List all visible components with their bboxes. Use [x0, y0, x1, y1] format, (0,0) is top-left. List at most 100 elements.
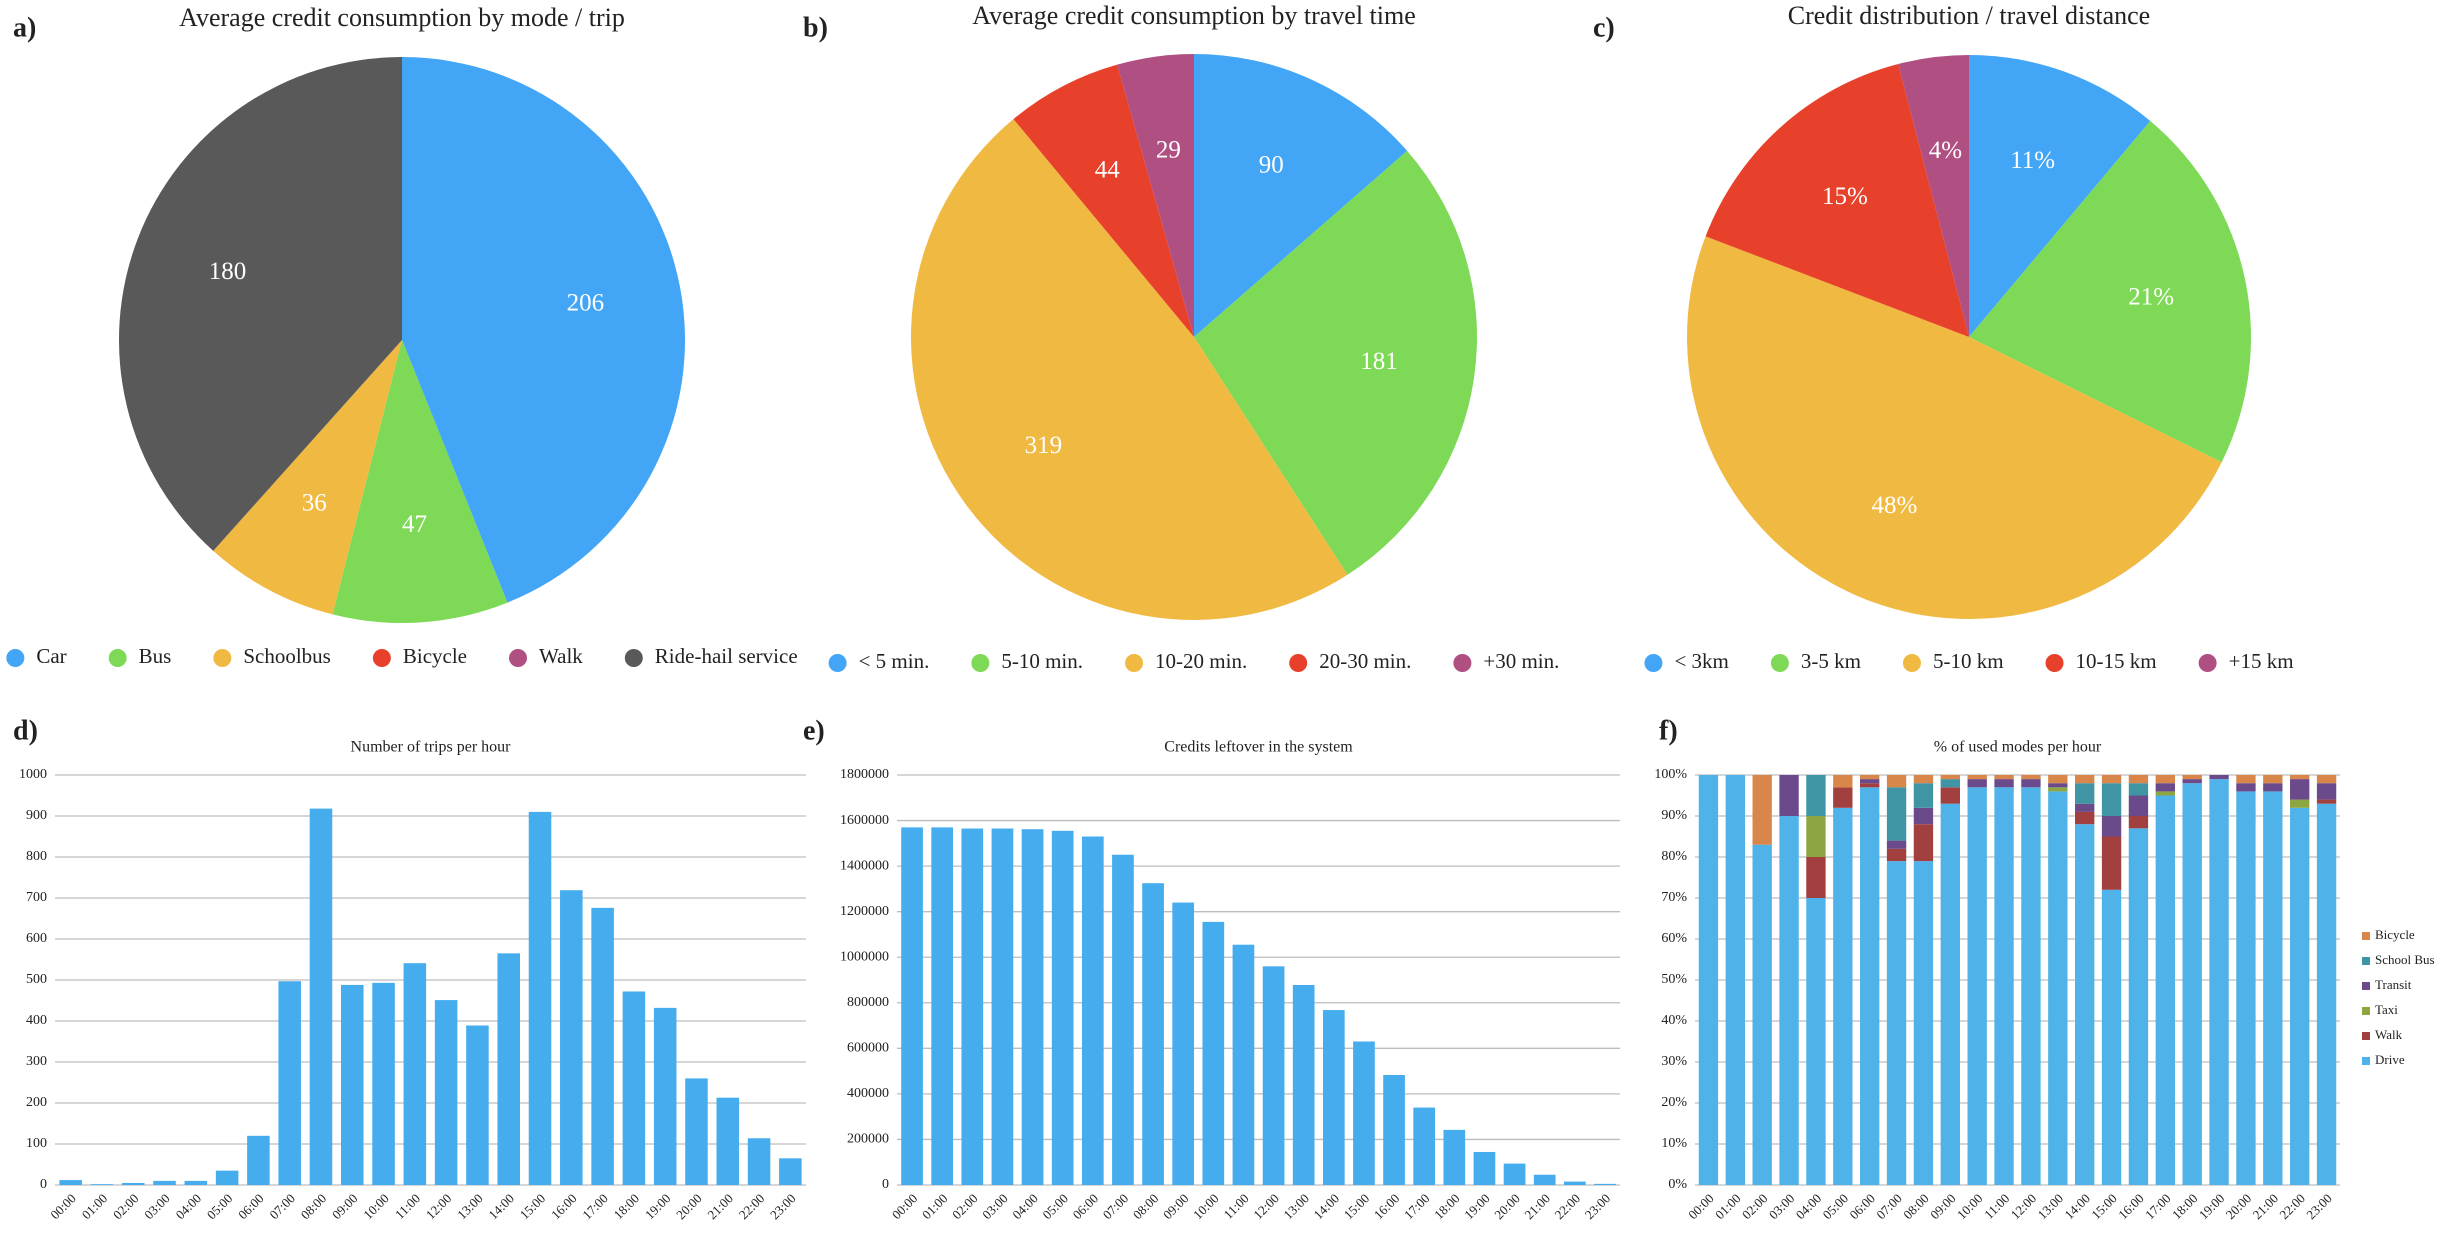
- legend-marker: [1902, 654, 1921, 672]
- y-tick-label: 1000: [19, 767, 47, 782]
- bar-segment: [2316, 783, 2337, 800]
- bar-segment: [2182, 779, 2202, 784]
- bar: [961, 828, 984, 1185]
- x-tick-label: 07:00: [1873, 1191, 1905, 1223]
- y-tick-label: 400000: [847, 1086, 889, 1101]
- y-tick-label: 70%: [1661, 890, 1687, 905]
- panel-label: b): [803, 12, 828, 43]
- pie-slice: [911, 119, 1348, 620]
- y-tick-label: 80%: [1661, 849, 1687, 864]
- y-tick-label: 1600000: [840, 813, 889, 828]
- x-tick-label: 12:00: [2008, 1191, 2040, 1223]
- data-label: 44: [1095, 156, 1121, 183]
- legend-label: 20-30 min.: [1319, 649, 1411, 673]
- bar-segment: [2075, 824, 2095, 1185]
- bar-segment: [2263, 775, 2283, 784]
- legend-label: Bicycle: [2375, 927, 2415, 942]
- bar: [1202, 921, 1225, 1185]
- bar: [1353, 1041, 1375, 1185]
- legend-label: < 5 min.: [859, 649, 930, 673]
- bar: [1413, 1107, 1436, 1185]
- x-tick-label: 09:00: [1160, 1191, 1192, 1223]
- bar-segment: [2316, 775, 2337, 784]
- x-tick-label: 08:00: [298, 1191, 330, 1223]
- bar: [403, 963, 427, 1185]
- bar-segment: [2048, 791, 2068, 1185]
- legend-label: < 3km: [1674, 649, 1728, 673]
- x-tick-label: 00:00: [1685, 1191, 1717, 1223]
- bar-segment: [2075, 811, 2095, 825]
- bar: [1112, 854, 1134, 1185]
- x-tick-label: 12:00: [423, 1191, 455, 1223]
- pie-slice: [213, 340, 402, 615]
- bar-segment: [2128, 816, 2149, 829]
- x-tick-label: 20:00: [673, 1191, 705, 1223]
- legend-label: Bicycle: [403, 644, 467, 668]
- x-tick-label: 17:00: [1401, 1191, 1433, 1223]
- bar-segment: [1752, 844, 1772, 1185]
- chart-title: Average credit consumption by mode / tri…: [179, 3, 625, 32]
- y-tick-label: 1800000: [840, 767, 889, 782]
- legend-marker: [624, 649, 643, 667]
- x-tick-label: 18:00: [1431, 1191, 1463, 1223]
- bar-segment: [2209, 779, 2229, 1185]
- x-tick-label: 11:00: [1981, 1191, 2012, 1222]
- bar: [153, 1180, 176, 1185]
- legend-marker: [2362, 1007, 2370, 1015]
- bar: [247, 1135, 270, 1185]
- x-tick-label: 06:00: [1846, 1191, 1878, 1223]
- y-tick-label: 400: [26, 1013, 47, 1028]
- legend-label: +30 min.: [1483, 649, 1559, 673]
- bar-segment: [1725, 775, 1745, 1185]
- pie-slice: [1969, 120, 2251, 463]
- bar: [591, 907, 614, 1185]
- data-label: 47: [402, 511, 427, 538]
- legend-label: Ride-hail service: [655, 644, 798, 668]
- x-tick-label: 10:00: [1954, 1191, 1986, 1223]
- bar-segment: [1913, 807, 1934, 825]
- bar-segment: [2075, 783, 2095, 804]
- x-tick-label: 04:00: [1793, 1191, 1825, 1223]
- panel-label: d): [13, 715, 38, 746]
- x-tick-label: 03:00: [1766, 1191, 1798, 1223]
- x-tick-label: 08:00: [1130, 1191, 1162, 1223]
- bar-segment: [1806, 857, 1826, 898]
- bar: [341, 984, 364, 1185]
- bar: [309, 808, 333, 1185]
- bar-segment: [1886, 840, 1907, 849]
- x-tick-label: 23:00: [767, 1191, 799, 1223]
- bar: [931, 827, 954, 1185]
- panel-label: f): [1659, 715, 1678, 746]
- legend-marker: [1125, 654, 1144, 672]
- y-tick-label: 0: [882, 1177, 889, 1192]
- data-label: 36: [302, 490, 327, 517]
- x-tick-label: 14:00: [2061, 1191, 2093, 1223]
- bar-segment: [1967, 787, 1987, 1185]
- panel-label: c): [1593, 12, 1615, 43]
- bar-segment: [2128, 775, 2149, 784]
- x-tick-label: 10:00: [1190, 1191, 1222, 1223]
- y-tick-label: 600: [26, 931, 47, 946]
- x-tick-label: 11:00: [392, 1191, 423, 1222]
- bar-segment: [1833, 775, 1853, 788]
- x-tick-label: 23:00: [2303, 1191, 2335, 1223]
- y-tick-label: 40%: [1661, 1013, 1687, 1028]
- legend-label: 10-20 min.: [1155, 649, 1247, 673]
- legend-label: Walk: [2375, 1027, 2403, 1042]
- bar-segment: [1967, 779, 1987, 788]
- y-tick-label: 60%: [1661, 931, 1687, 946]
- legend-marker: [108, 649, 127, 667]
- legend-label: Schoolbus: [243, 644, 331, 668]
- y-tick-label: 10%: [1661, 1136, 1687, 1151]
- bar: [528, 811, 552, 1185]
- pie-slice: [1705, 64, 1969, 338]
- data-label: 4%: [1929, 137, 1962, 164]
- bar-segment: [2155, 783, 2175, 792]
- bar-segment: [1913, 824, 1934, 862]
- pie-slice: [1687, 236, 2222, 619]
- y-tick-label: 500: [26, 972, 47, 987]
- x-tick-label: 17:00: [579, 1191, 611, 1223]
- y-tick-label: 200000: [847, 1132, 889, 1147]
- bar: [1172, 902, 1195, 1185]
- bar: [372, 982, 395, 1185]
